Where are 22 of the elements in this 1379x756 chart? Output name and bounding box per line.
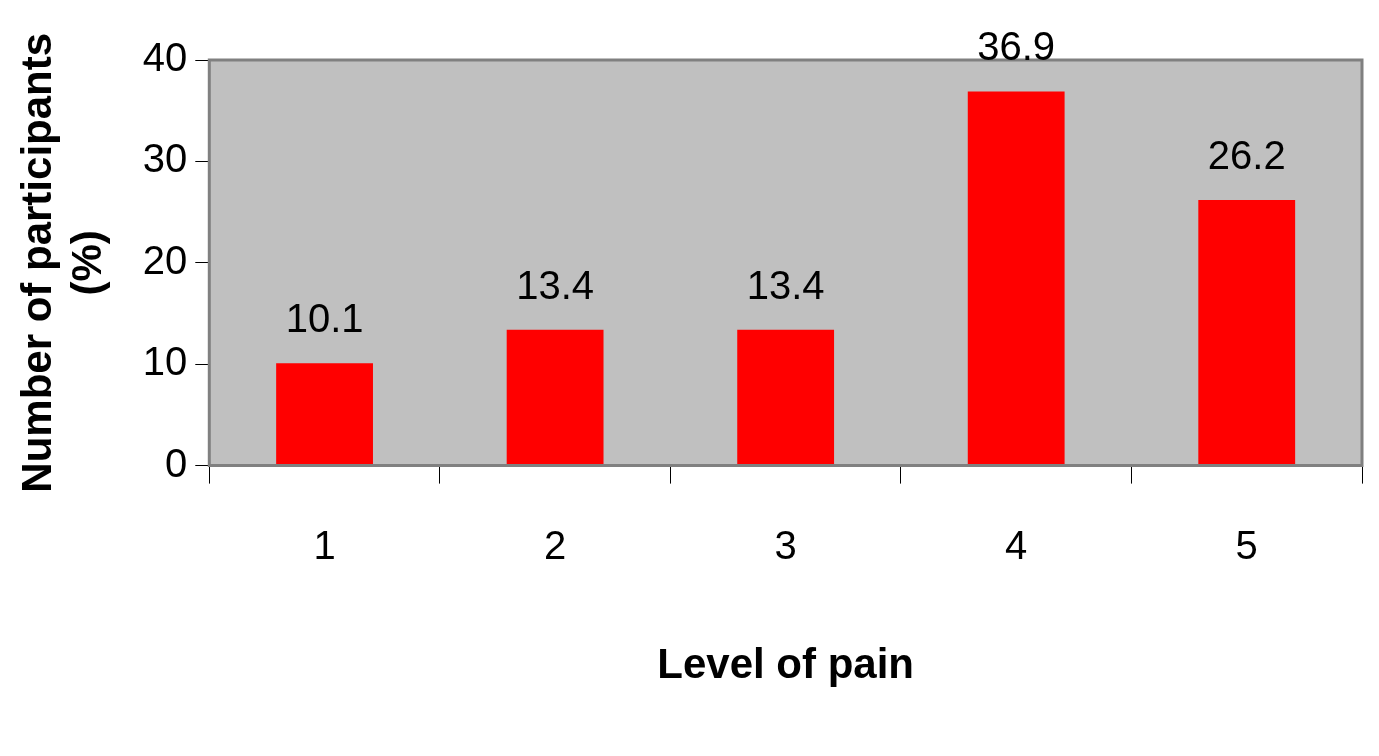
bar xyxy=(1198,199,1296,466)
data-label: 13.4 xyxy=(516,262,595,307)
y-axis-title: Number of participants (%) xyxy=(12,32,111,493)
data-label: 36.9 xyxy=(977,24,1056,69)
data-label: 26.2 xyxy=(1207,132,1286,177)
y-tick-label: 0 xyxy=(165,440,188,485)
x-tick-label: 5 xyxy=(1235,522,1258,567)
bar xyxy=(506,329,604,466)
data-label: 10.1 xyxy=(285,296,364,341)
x-tick-label: 1 xyxy=(313,522,336,567)
bar xyxy=(276,363,373,466)
x-tick-label: 2 xyxy=(543,522,567,567)
y-tick-label: 20 xyxy=(142,237,188,282)
bar xyxy=(967,91,1065,466)
y-tick-label: 40 xyxy=(142,35,188,80)
y-tick-label: 30 xyxy=(142,136,188,181)
data-label: 13.4 xyxy=(746,262,825,307)
y-tick-label: 10 xyxy=(142,339,188,384)
x-tick-label: 4 xyxy=(1005,522,1028,567)
bar xyxy=(737,329,835,466)
x-axis-title: Level of pain xyxy=(657,640,915,688)
x-tick-label: 3 xyxy=(774,522,797,567)
